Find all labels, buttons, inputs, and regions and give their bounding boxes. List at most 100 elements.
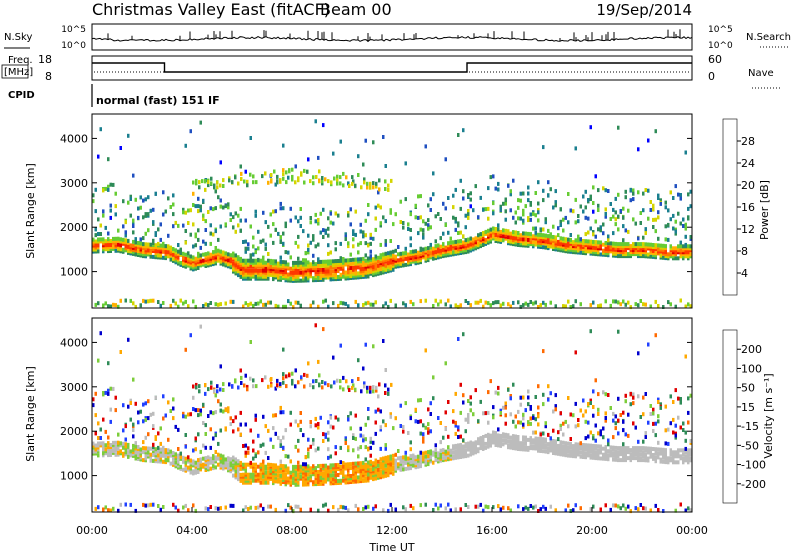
velocity-cell [682, 456, 685, 461]
power-cell [129, 194, 132, 199]
power-cell [269, 233, 272, 238]
velocity-cell [622, 503, 625, 508]
velocity-cell [134, 401, 137, 406]
power-cell [124, 233, 127, 238]
velocity-cell [349, 462, 352, 467]
velocity-cell [104, 443, 107, 448]
velocity-cell [252, 472, 255, 477]
velocity-cell [317, 425, 320, 430]
power-cell [554, 203, 557, 208]
power-cell [494, 227, 497, 231]
velocity-cell [239, 368, 242, 373]
velocity-cell [394, 507, 397, 512]
power-cell [457, 231, 460, 235]
velocity-cell [97, 441, 100, 446]
velocity-cell [437, 506, 440, 511]
velocity-cell [624, 446, 627, 451]
power-cell [572, 209, 575, 214]
power-cell [269, 264, 272, 269]
velocity-cell [469, 395, 472, 400]
velocity-cell [302, 478, 305, 483]
velocity-cell [119, 502, 122, 507]
velocity-cell [394, 458, 397, 463]
power-cell [564, 237, 567, 242]
power-cell [112, 244, 115, 249]
velocity-cell [333, 380, 336, 385]
velocity-cell [659, 405, 662, 410]
velocity-cell [362, 434, 365, 439]
velocity-cell [497, 385, 500, 390]
power-cell [519, 191, 522, 196]
velocity-cell [204, 456, 207, 461]
velocity-cell [240, 375, 243, 380]
velocity-cell [182, 467, 185, 472]
power-cell [384, 179, 387, 184]
power-cell [363, 180, 366, 185]
power-cell [159, 303, 162, 308]
velocity-cell [344, 436, 347, 441]
velocity-cell [254, 462, 257, 467]
velocity-cell [92, 403, 95, 408]
velocity-cell [344, 441, 347, 445]
power-cell [517, 300, 520, 305]
velocity-cell [237, 477, 240, 482]
power-cell [154, 191, 157, 196]
velocity-cell [184, 414, 187, 419]
velocity-cell [684, 354, 687, 359]
velocity-cell [262, 478, 265, 483]
velocity-cell [579, 441, 582, 446]
velocity-cell [592, 504, 595, 509]
velocity-cell [192, 448, 195, 453]
power-cell [569, 245, 572, 250]
power-cell [344, 301, 347, 306]
power-cell [607, 241, 610, 246]
power-cell [587, 198, 590, 202]
power-cell [267, 262, 270, 267]
power-cell [527, 231, 530, 236]
velocity-cell [592, 413, 595, 418]
velocity-cell [142, 458, 145, 463]
velocity-cell [534, 430, 537, 435]
power-cell [409, 299, 412, 304]
power-cell [457, 221, 460, 226]
power-cell [289, 218, 292, 223]
velocity-cell [349, 411, 352, 416]
velocity-cell [677, 396, 680, 401]
power-cell [389, 208, 392, 213]
velocity-cell [177, 459, 180, 464]
velocity-cell [464, 429, 467, 434]
velocity-cell [592, 389, 595, 394]
power-cell [602, 222, 605, 227]
power-cell [192, 203, 195, 207]
velocity-cell [452, 444, 455, 449]
velocity-cell [614, 421, 617, 426]
velocity-cell [274, 463, 277, 468]
power-cell [352, 261, 355, 266]
power-cell [276, 174, 279, 179]
power-cell [417, 250, 420, 255]
power-cell [464, 225, 467, 230]
velocity-cell [489, 379, 492, 384]
power-cell [267, 224, 270, 229]
power-cell [97, 217, 100, 222]
power-cell [684, 226, 687, 231]
velocity-cell [277, 473, 280, 478]
power-cell [437, 212, 440, 216]
velocity-cell [629, 448, 632, 453]
velocity-cell [94, 506, 97, 511]
velocity-cell [252, 384, 255, 389]
power-cell [252, 303, 255, 308]
power-cell [387, 187, 390, 192]
velocity-cell [184, 433, 187, 437]
velocity-cell [597, 448, 600, 453]
power-cell [204, 228, 207, 232]
power-cell [297, 268, 300, 273]
colorbar-tick-label: 24 [741, 157, 755, 170]
velocity-cell [647, 446, 650, 451]
velocity-cell [317, 422, 320, 426]
power-cell [375, 181, 378, 186]
power-cell [554, 235, 557, 240]
velocity-cell [270, 377, 273, 381]
power-cell [229, 253, 232, 258]
velocity-cell [512, 382, 515, 387]
